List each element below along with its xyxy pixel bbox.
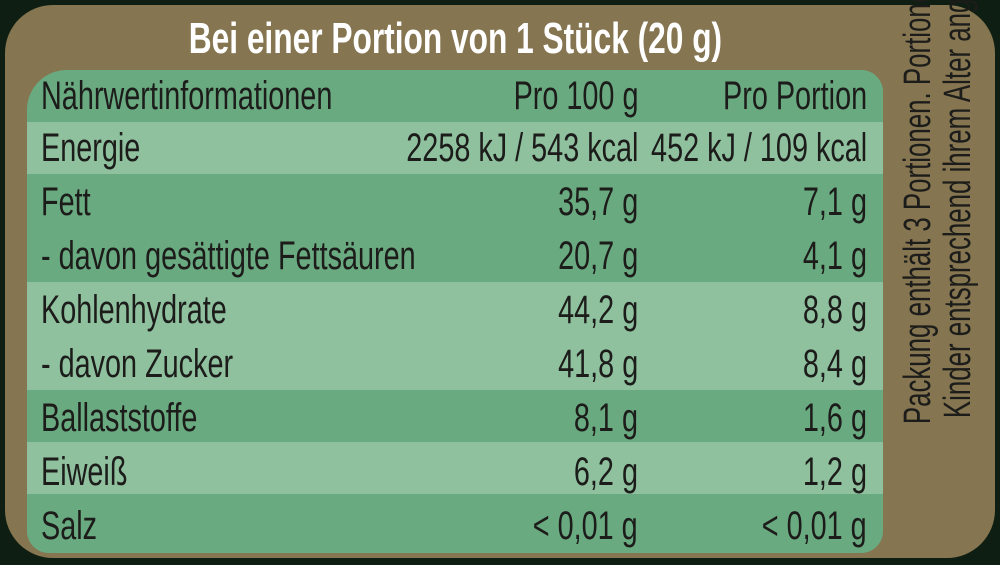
value-per-portion: 1,6 g bbox=[802, 396, 867, 440]
nutrient-label: Salz bbox=[41, 504, 98, 548]
header-band bbox=[27, 70, 883, 122]
row-band bbox=[27, 442, 883, 494]
header-per100: Pro 100 g bbox=[513, 74, 638, 118]
row-band bbox=[27, 122, 883, 174]
value-per-100g: 8,1 g bbox=[573, 396, 638, 440]
value-per-portion: 8,8 g bbox=[802, 288, 867, 332]
portion-note: Packung enthält 3 Portionen. Portionen s… bbox=[897, 0, 979, 558]
portion-title: Bei einer Portion von 1 Stück (20 g) bbox=[5, 13, 905, 65]
value-per-100g: 35,7 g bbox=[557, 180, 638, 224]
note-line-2: Kinder entsprechend ihrem Alter angepass… bbox=[937, 0, 979, 419]
value-per-100g: 2258 kJ / 543 kcal bbox=[405, 126, 638, 170]
nutrient-label: Fett bbox=[41, 180, 91, 224]
row-band bbox=[27, 494, 883, 553]
nutrition-label-panel: Bei einer Portion von 1 Stück (20 g) Näh… bbox=[5, 0, 995, 558]
value-per-portion: 452 kJ / 109 kcal bbox=[650, 126, 867, 170]
row-band bbox=[27, 282, 883, 390]
nutrient-label: Kohlenhydrate bbox=[41, 288, 227, 332]
row-band bbox=[27, 174, 883, 282]
nutrient-label: Eiweiß bbox=[41, 450, 128, 494]
value-per-portion: 7,1 g bbox=[802, 180, 867, 224]
value-per-portion: 1,2 g bbox=[802, 450, 867, 494]
value-per-portion: 8,4 g bbox=[802, 342, 867, 386]
nutrient-label: Energie bbox=[41, 126, 141, 170]
value-per-100g: < 0,01 g bbox=[533, 504, 638, 548]
nutrient-label: - davon gesättigte Fettsäuren bbox=[41, 234, 416, 278]
header-per-portion: Pro Portion bbox=[722, 74, 867, 118]
value-per-portion: < 0,01 g bbox=[762, 504, 867, 548]
row-band bbox=[27, 390, 883, 442]
nutrition-table: Nährwertinformationen Pro 100 g Pro Port… bbox=[27, 70, 883, 553]
header-label: Nährwertinformationen bbox=[41, 74, 333, 118]
value-per-100g: 20,7 g bbox=[557, 234, 638, 278]
note-line-1: Packung enthält 3 Portionen. Portionen s… bbox=[897, 0, 939, 425]
value-per-100g: 6,2 g bbox=[573, 450, 638, 494]
nutrient-label: Ballaststoffe bbox=[41, 396, 198, 440]
value-per-portion: 4,1 g bbox=[802, 234, 867, 278]
portion-title-text: Bei einer Portion von 1 Stück (20 g) bbox=[188, 14, 722, 63]
nutrient-label: - davon Zucker bbox=[41, 342, 234, 386]
value-per-100g: 44,2 g bbox=[557, 288, 638, 332]
value-per-100g: 41,8 g bbox=[557, 342, 638, 386]
